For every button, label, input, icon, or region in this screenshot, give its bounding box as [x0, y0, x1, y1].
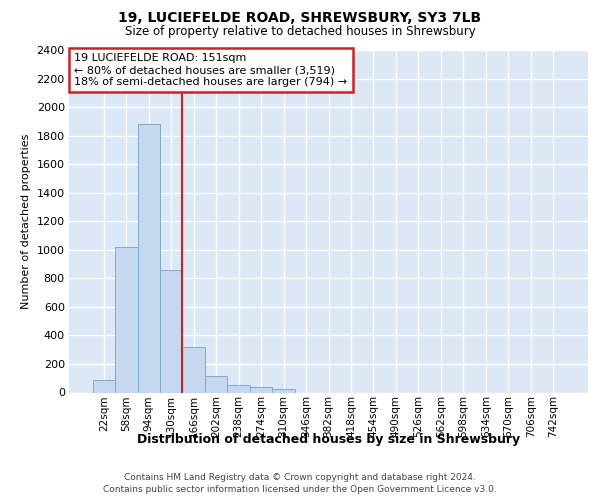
Bar — [115, 247, 137, 392]
Y-axis label: Number of detached properties: Number of detached properties — [21, 134, 31, 309]
Text: 19, LUCIEFELDE ROAD, SHREWSBURY, SY3 7LB: 19, LUCIEFELDE ROAD, SHREWSBURY, SY3 7LB — [118, 11, 482, 25]
Text: Contains public sector information licensed under the Open Government Licence v3: Contains public sector information licen… — [103, 485, 497, 494]
Text: 19 LUCIEFELDE ROAD: 151sqm
← 80% of detached houses are smaller (3,519)
18% of s: 19 LUCIEFELDE ROAD: 151sqm ← 80% of deta… — [74, 54, 347, 86]
Bar — [250, 387, 272, 392]
Text: Distribution of detached houses by size in Shrewsbury: Distribution of detached houses by size … — [137, 432, 520, 446]
Bar — [227, 386, 250, 392]
Text: Contains HM Land Registry data © Crown copyright and database right 2024.: Contains HM Land Registry data © Crown c… — [124, 472, 476, 482]
Bar — [160, 270, 182, 392]
Bar — [182, 347, 205, 393]
Bar — [205, 376, 227, 392]
Bar — [92, 380, 115, 392]
Bar — [272, 389, 295, 392]
Text: Size of property relative to detached houses in Shrewsbury: Size of property relative to detached ho… — [125, 25, 475, 38]
Bar — [137, 124, 160, 392]
